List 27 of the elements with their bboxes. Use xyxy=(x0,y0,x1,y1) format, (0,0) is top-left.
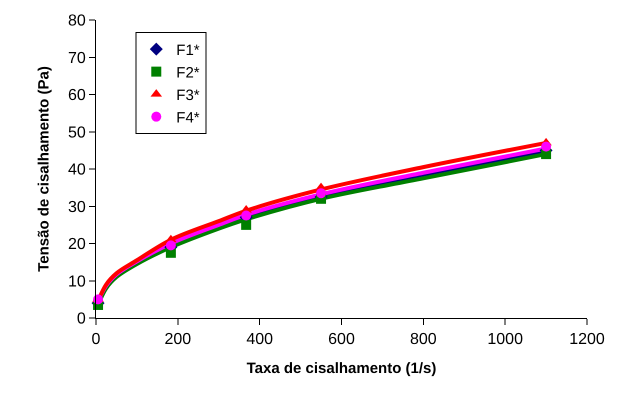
y-tick-label: 40 xyxy=(68,162,86,179)
legend-label: F3* xyxy=(176,87,200,104)
legend-label: F2* xyxy=(176,64,200,82)
y-tick-label: 50 xyxy=(68,124,86,142)
point xyxy=(241,210,252,221)
legend-label: F1* xyxy=(176,42,200,60)
x-tick-label: 600 xyxy=(328,331,355,348)
y-tick-label: 70 xyxy=(68,50,86,67)
point xyxy=(241,220,252,230)
y-tick-label: 0 xyxy=(76,310,86,328)
x-tick-label: 0 xyxy=(92,331,101,348)
x-axis-title: Taxa de cisalhamento (1/s) xyxy=(246,360,436,378)
point xyxy=(166,240,176,250)
x-tick-label: 1200 xyxy=(569,331,605,348)
point xyxy=(541,142,552,152)
y-tick-label: 10 xyxy=(68,273,86,290)
y-tick-label: 60 xyxy=(68,87,86,104)
x-tick-label: 400 xyxy=(246,331,274,348)
point xyxy=(316,188,326,198)
y-tick-label: 80 xyxy=(68,12,86,30)
x-tick-label: 1000 xyxy=(487,331,524,348)
y-tick-label: 30 xyxy=(68,198,86,216)
x-tick-label: 200 xyxy=(164,331,192,348)
y-tick-label: 20 xyxy=(68,236,86,254)
legend-label: F4* xyxy=(176,110,200,127)
y-axis-title: Tensão de cisalhamento (Pa) xyxy=(35,66,52,272)
x-tick-label: 800 xyxy=(410,331,437,348)
